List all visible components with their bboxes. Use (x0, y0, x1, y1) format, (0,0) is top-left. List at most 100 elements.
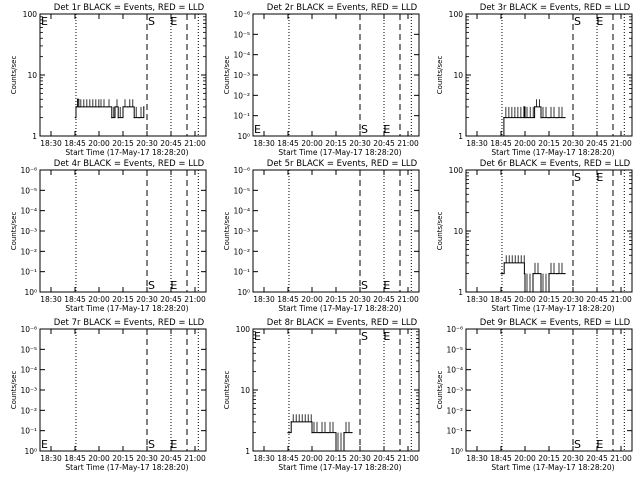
x-tick-label: 18:45 (277, 295, 299, 304)
x-tick-label: 20:00 (88, 295, 110, 304)
x-tick-label: 21:00 (184, 139, 206, 148)
plot-frame (39, 169, 207, 293)
event-point (532, 273, 534, 275)
y-tick-label: 10⁻⁶ (20, 325, 37, 334)
x-tick-label: 18:45 (277, 454, 299, 463)
x-tick-label: 21:00 (397, 295, 419, 304)
x-tick-label: 20:30 (136, 454, 158, 463)
x-tick-label: 20:00 (514, 454, 536, 463)
x-tick-label: 18:30 (40, 139, 62, 148)
x-tick-label: 20:45 (160, 295, 182, 304)
x-tick-label: 18:30 (40, 454, 62, 463)
x-tick-label: 20:00 (301, 139, 323, 148)
event-point (523, 273, 526, 275)
panel-title: Det 2r BLACK = Events, RED = LLD (267, 3, 418, 13)
y-tick-label: 100 (236, 325, 251, 334)
y-tick-label: 100 (23, 10, 38, 19)
x-tick-label: 21:00 (610, 454, 632, 463)
event-point (351, 432, 353, 434)
event-point (335, 450, 337, 452)
event-point (524, 117, 526, 119)
event-point (289, 432, 291, 434)
x-tick-label: 18:30 (466, 454, 488, 463)
x-tick-label: 20:45 (586, 454, 608, 463)
x-tick-label: 20:45 (586, 295, 608, 304)
y-tick-label: 10 (27, 71, 37, 80)
x-tick-label: 21:00 (184, 295, 206, 304)
y-tick-label: 10⁻⁵ (233, 30, 250, 39)
x-axis-label: Start Time (17-May-17 18:28:20) (278, 304, 401, 313)
x-tick-label: 20:00 (88, 454, 110, 463)
panel-2: Det 2r BLACK = Events, RED = LLD Counts/s… (223, 3, 420, 157)
start-marker: S (148, 15, 155, 28)
y-tick-label: 10⁻² (233, 247, 250, 256)
x-tick-label: 20:15 (112, 139, 134, 148)
event-point (138, 117, 140, 119)
x-tick-label: 20:15 (538, 295, 560, 304)
end-marker: E (170, 279, 177, 292)
x-tick-label: 20:00 (88, 139, 110, 148)
y-tick-label: 10⁻¹ (446, 427, 463, 436)
x-axis-label: Start Time (17-May-17 18:28:20) (278, 148, 401, 157)
event-point (290, 421, 292, 423)
y-tick-label: 10⁻¹ (233, 268, 250, 277)
x-tick-label: 21:00 (397, 454, 419, 463)
y-tick-label: 10⁻⁶ (20, 166, 37, 175)
start-marker: S (148, 438, 155, 451)
event-point (311, 432, 313, 434)
event-point (74, 117, 76, 119)
x-tick-label: 18:30 (253, 295, 275, 304)
event-point (122, 106, 124, 108)
end-marker: E (41, 438, 48, 451)
x-tick-label: 21:00 (610, 139, 632, 148)
y-axis-label: Counts/sec (223, 212, 231, 251)
x-tick-label: 18:45 (64, 295, 86, 304)
x-tick-label: 18:45 (490, 454, 512, 463)
panel-7: Det 7r BLACK = Events, RED = LLD Counts/s… (10, 318, 207, 472)
x-tick-label: 18:45 (490, 295, 512, 304)
event-point (327, 432, 329, 434)
event-point (76, 106, 78, 108)
y-tick-label: 1 (245, 447, 250, 456)
y-tick-label: 10⁰ (237, 288, 250, 297)
event-point (503, 117, 505, 119)
end-marker: E (596, 171, 603, 184)
y-tick-label: 10⁻¹ (233, 112, 250, 121)
y-tick-label: 10⁻⁴ (20, 366, 37, 375)
y-tick-label: 10⁻⁵ (20, 186, 37, 195)
event-point (548, 273, 550, 275)
event-point (564, 273, 566, 275)
x-axis-label: Start Time (17-May-17 18:28:20) (491, 463, 614, 472)
x-tick-label: 18:45 (277, 139, 299, 148)
y-tick-label: 100 (449, 166, 464, 175)
event-series-line (501, 262, 565, 293)
end-marker: E (41, 15, 48, 28)
start-marker: S (148, 279, 155, 292)
y-tick-label: 10⁻⁴ (446, 366, 463, 375)
y-tick-label: 10⁰ (450, 447, 463, 456)
y-axis-label: Counts/sec (223, 371, 231, 410)
plot-frame (39, 328, 207, 452)
event-point (564, 117, 566, 119)
plot-frame (252, 169, 420, 293)
x-tick-label: 20:15 (112, 295, 134, 304)
x-tick-label: 18:45 (64, 139, 86, 148)
y-axis-label: Counts/sec (10, 212, 18, 251)
y-tick-label: 1 (458, 288, 463, 297)
x-tick-label: 20:30 (136, 139, 158, 148)
x-tick-label: 20:00 (514, 139, 536, 148)
x-tick-label: 20:30 (349, 295, 371, 304)
y-tick-label: 10⁻³ (233, 227, 250, 236)
event-point (540, 117, 542, 119)
event-point (500, 273, 502, 275)
y-tick-label: 10⁻⁴ (20, 207, 37, 216)
end-marker: E (596, 438, 603, 451)
x-tick-label: 20:30 (562, 295, 584, 304)
event-point (503, 262, 505, 264)
x-tick-label: 20:15 (538, 454, 560, 463)
x-tick-label: 20:30 (562, 454, 584, 463)
end-marker: E (383, 279, 390, 292)
start-marker: S (361, 123, 368, 136)
x-tick-label: 20:15 (325, 454, 347, 463)
event-point (77, 98, 79, 100)
